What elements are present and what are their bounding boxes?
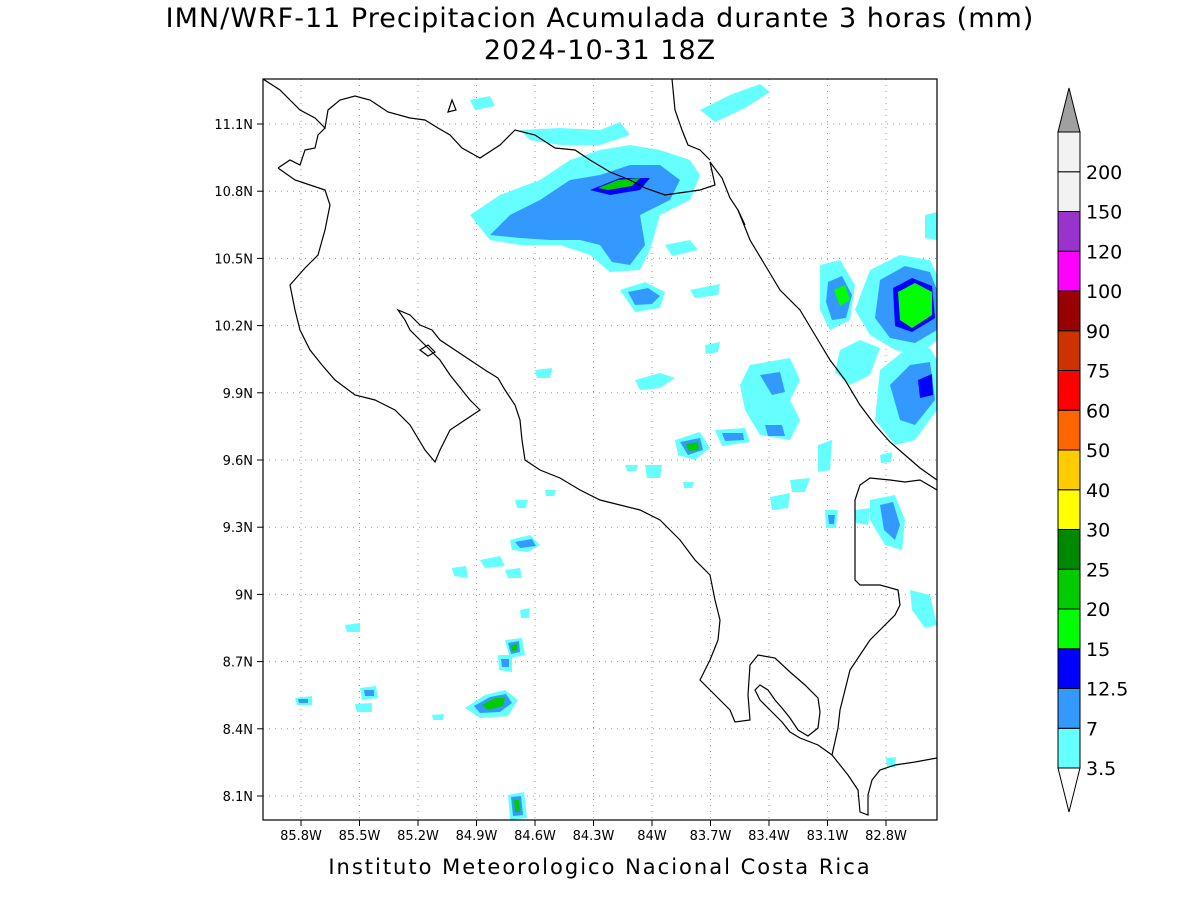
lake-nicaragua-island bbox=[447, 98, 457, 113]
lat-tick-label: 10.8N bbox=[214, 185, 253, 200]
colorbar-level-label: 75 bbox=[1086, 361, 1110, 383]
colorbar-swatch bbox=[1057, 688, 1081, 729]
precip-area-caribbean bbox=[820, 212, 937, 628]
colorbar-swatch bbox=[1057, 171, 1081, 212]
lat-tick-label: 8.1N bbox=[223, 790, 253, 805]
colorbar-swatch bbox=[1057, 608, 1081, 650]
colorbar-level-label: 40 bbox=[1086, 480, 1110, 502]
colorbar-swatch bbox=[1057, 529, 1081, 570]
map-title: IMN/WRF-11 Precipitacion Acumulada duran… bbox=[165, 3, 1035, 34]
lon-tick-label: 83.7W bbox=[690, 829, 732, 844]
lon-tick-label: 84.9W bbox=[456, 829, 498, 844]
lat-tick-label: 10.2N bbox=[214, 320, 253, 335]
lon-tick-label: 84W bbox=[637, 829, 667, 844]
lon-tick-label: 82.8W bbox=[865, 829, 907, 844]
lon-tick-label: 85.5W bbox=[339, 829, 381, 844]
lat-tick-label: 9N bbox=[235, 588, 253, 603]
panama-border bbox=[831, 477, 937, 756]
colorbar-level-label: 20 bbox=[1086, 599, 1110, 621]
colorbar-level-label: 100 bbox=[1086, 281, 1122, 303]
lat-tick-label: 8.7N bbox=[223, 656, 253, 671]
colorbar-level-label: 12.5 bbox=[1086, 679, 1128, 701]
lat-tick-label: 9.3N bbox=[223, 521, 253, 536]
nicoya-lake bbox=[418, 344, 436, 357]
pacific-coast-guanacaste bbox=[277, 127, 326, 169]
lon-tick-label: 84.6W bbox=[514, 829, 556, 844]
colorbar-swatch bbox=[1057, 290, 1081, 332]
colorbar-swatch bbox=[1057, 449, 1081, 491]
colorbar-level-label: 60 bbox=[1086, 400, 1110, 422]
colorbar-over-triangle bbox=[1057, 87, 1081, 133]
map-datetime: 2024-10-31 18Z bbox=[483, 35, 717, 66]
lon-tick-label: 83.4W bbox=[748, 829, 790, 844]
colorbar-under-triangle bbox=[1057, 767, 1081, 813]
colorbar-swatch bbox=[1057, 648, 1081, 689]
lat-tick-label: 8.4N bbox=[223, 723, 253, 738]
lon-tick-label: 83.1W bbox=[807, 829, 849, 844]
colorbar-swatch bbox=[1057, 568, 1081, 610]
lon-tick-label: 85.2W bbox=[397, 829, 439, 844]
country-boundaries bbox=[263, 79, 937, 816]
colorbar-level-label: 150 bbox=[1086, 202, 1122, 224]
lat-tick-label: 11.1N bbox=[214, 118, 253, 133]
colorbar-swatch bbox=[1057, 330, 1081, 371]
colorbar-swatch bbox=[1057, 211, 1081, 252]
nicaragua-border bbox=[263, 79, 746, 226]
colorbar-swatch bbox=[1057, 131, 1081, 173]
map-axes: 11.1N 10.8N 10.5N 10.2N 9.9N 9.6N 9.3N 9N 8.7N 8.… bbox=[214, 118, 907, 844]
lon-tick-label: 85.8W bbox=[280, 829, 322, 844]
institution-credit: Instituto Meteorologico Nacional Costa R… bbox=[328, 855, 872, 879]
pacific-coast-nicoya bbox=[277, 167, 937, 816]
lat-tick-label: 10.5N bbox=[214, 252, 253, 267]
colorbar-level-label: 25 bbox=[1086, 559, 1110, 581]
colorbar-level-label: 200 bbox=[1086, 162, 1122, 184]
colorbar-level-label: 120 bbox=[1086, 241, 1122, 263]
lat-tick-label: 9.9N bbox=[223, 387, 253, 402]
colorbar-swatch bbox=[1057, 489, 1081, 530]
colorbar-level-label: 7 bbox=[1086, 718, 1098, 740]
colorbar-swatch bbox=[1057, 409, 1081, 451]
precip-area-central bbox=[515, 358, 892, 528]
colorbar-swatch bbox=[1057, 250, 1081, 292]
lon-tick-label: 84.3W bbox=[573, 829, 615, 844]
colorbar-level-label: 30 bbox=[1086, 520, 1110, 542]
caribbean-coast bbox=[737, 209, 937, 481]
precip-area-pacific bbox=[295, 535, 896, 820]
colorbar-level-label: 90 bbox=[1086, 321, 1110, 343]
colorbar: 3.5 7 12.5 15 20 25 30 40 50 60 75 90 100 120 150 200 bbox=[1057, 87, 1128, 813]
map-frame bbox=[262, 78, 938, 821]
nicaragua-caribbean-coast bbox=[671, 79, 711, 161]
colorbar-level-label: 50 bbox=[1086, 440, 1110, 462]
colorbar-level-label: 15 bbox=[1086, 639, 1110, 661]
colorbar-swatch bbox=[1057, 727, 1081, 769]
lat-tick-label: 9.6N bbox=[223, 454, 253, 469]
colorbar-swatch bbox=[1057, 370, 1081, 411]
colorbar-level-label: 3.5 bbox=[1086, 758, 1116, 780]
